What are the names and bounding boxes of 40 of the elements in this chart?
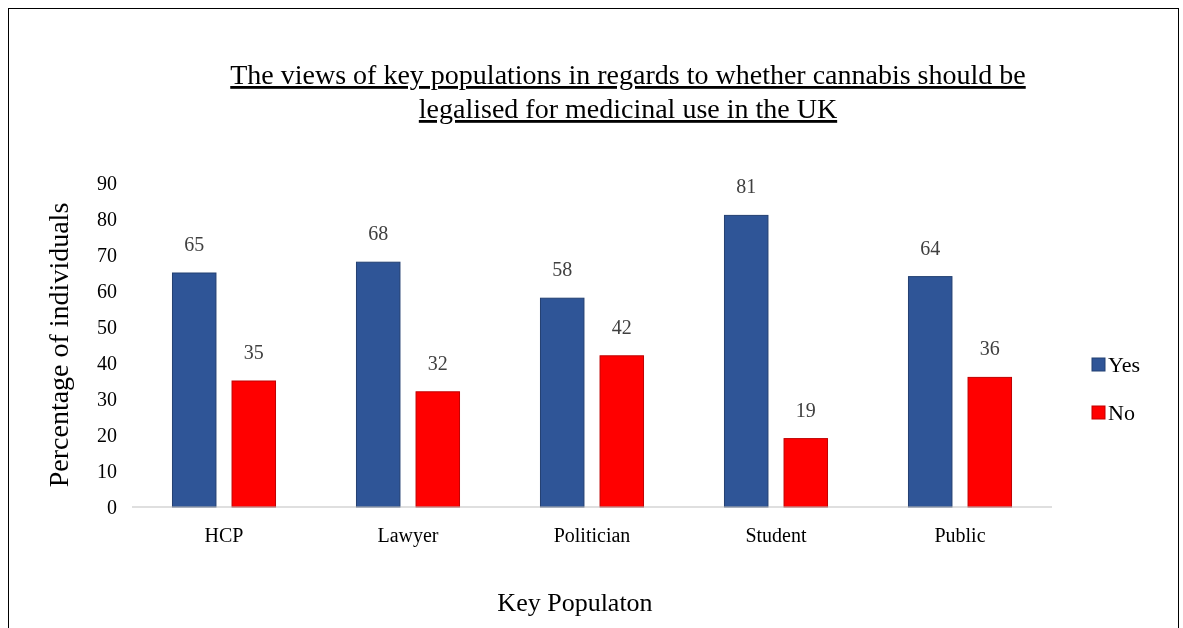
data-label: 36: [979, 337, 1000, 360]
x-tick-label: Politician: [553, 524, 631, 546]
y-tick-label: 60: [97, 280, 117, 302]
y-tick-label: 80: [97, 208, 117, 230]
chart-title: The views of key populations in regards to whether cannabis should be legalised for medicinal use in the UK: [230, 59, 1026, 124]
data-label: 32: [427, 351, 448, 374]
y-tick-label: 10: [97, 460, 117, 482]
bar: [171, 272, 217, 508]
data-label: 65: [184, 233, 205, 255]
bar: [539, 297, 585, 508]
x-tick-label: Student: [745, 524, 807, 546]
y-tick-label: 30: [97, 388, 117, 410]
bar: [599, 355, 645, 508]
bar: [907, 276, 953, 508]
x-tick-label: Lawyer: [377, 524, 439, 547]
x-tick-label: Public: [934, 524, 986, 546]
data-label: 35: [243, 341, 264, 363]
y-tick-label: 20: [97, 424, 117, 446]
x-tick-label: HCP: [204, 524, 244, 546]
y-axis-title: Percentage of individuals: [43, 202, 74, 488]
y-tick-label: 0: [107, 496, 117, 518]
bar: [355, 261, 401, 508]
x-axis-title: Key Populaton: [497, 588, 653, 617]
data-label: 68: [368, 222, 389, 245]
y-tick-label: 90: [97, 172, 117, 194]
bar: [231, 380, 277, 508]
data-label: 64: [920, 236, 941, 259]
data-label: 81: [736, 175, 757, 198]
legend-label: Yes: [1108, 352, 1141, 377]
y-tick-label: 50: [97, 316, 117, 338]
data-label: 42: [611, 315, 632, 338]
data-label: 19: [795, 398, 816, 421]
bar: [723, 214, 769, 508]
bar: [415, 391, 461, 508]
bar: [783, 438, 829, 508]
legend-label: No: [1108, 400, 1135, 425]
data-label: 58: [552, 258, 573, 281]
bar: [967, 376, 1013, 508]
y-tick-label: 70: [97, 244, 117, 266]
y-tick-label: 40: [97, 352, 117, 374]
